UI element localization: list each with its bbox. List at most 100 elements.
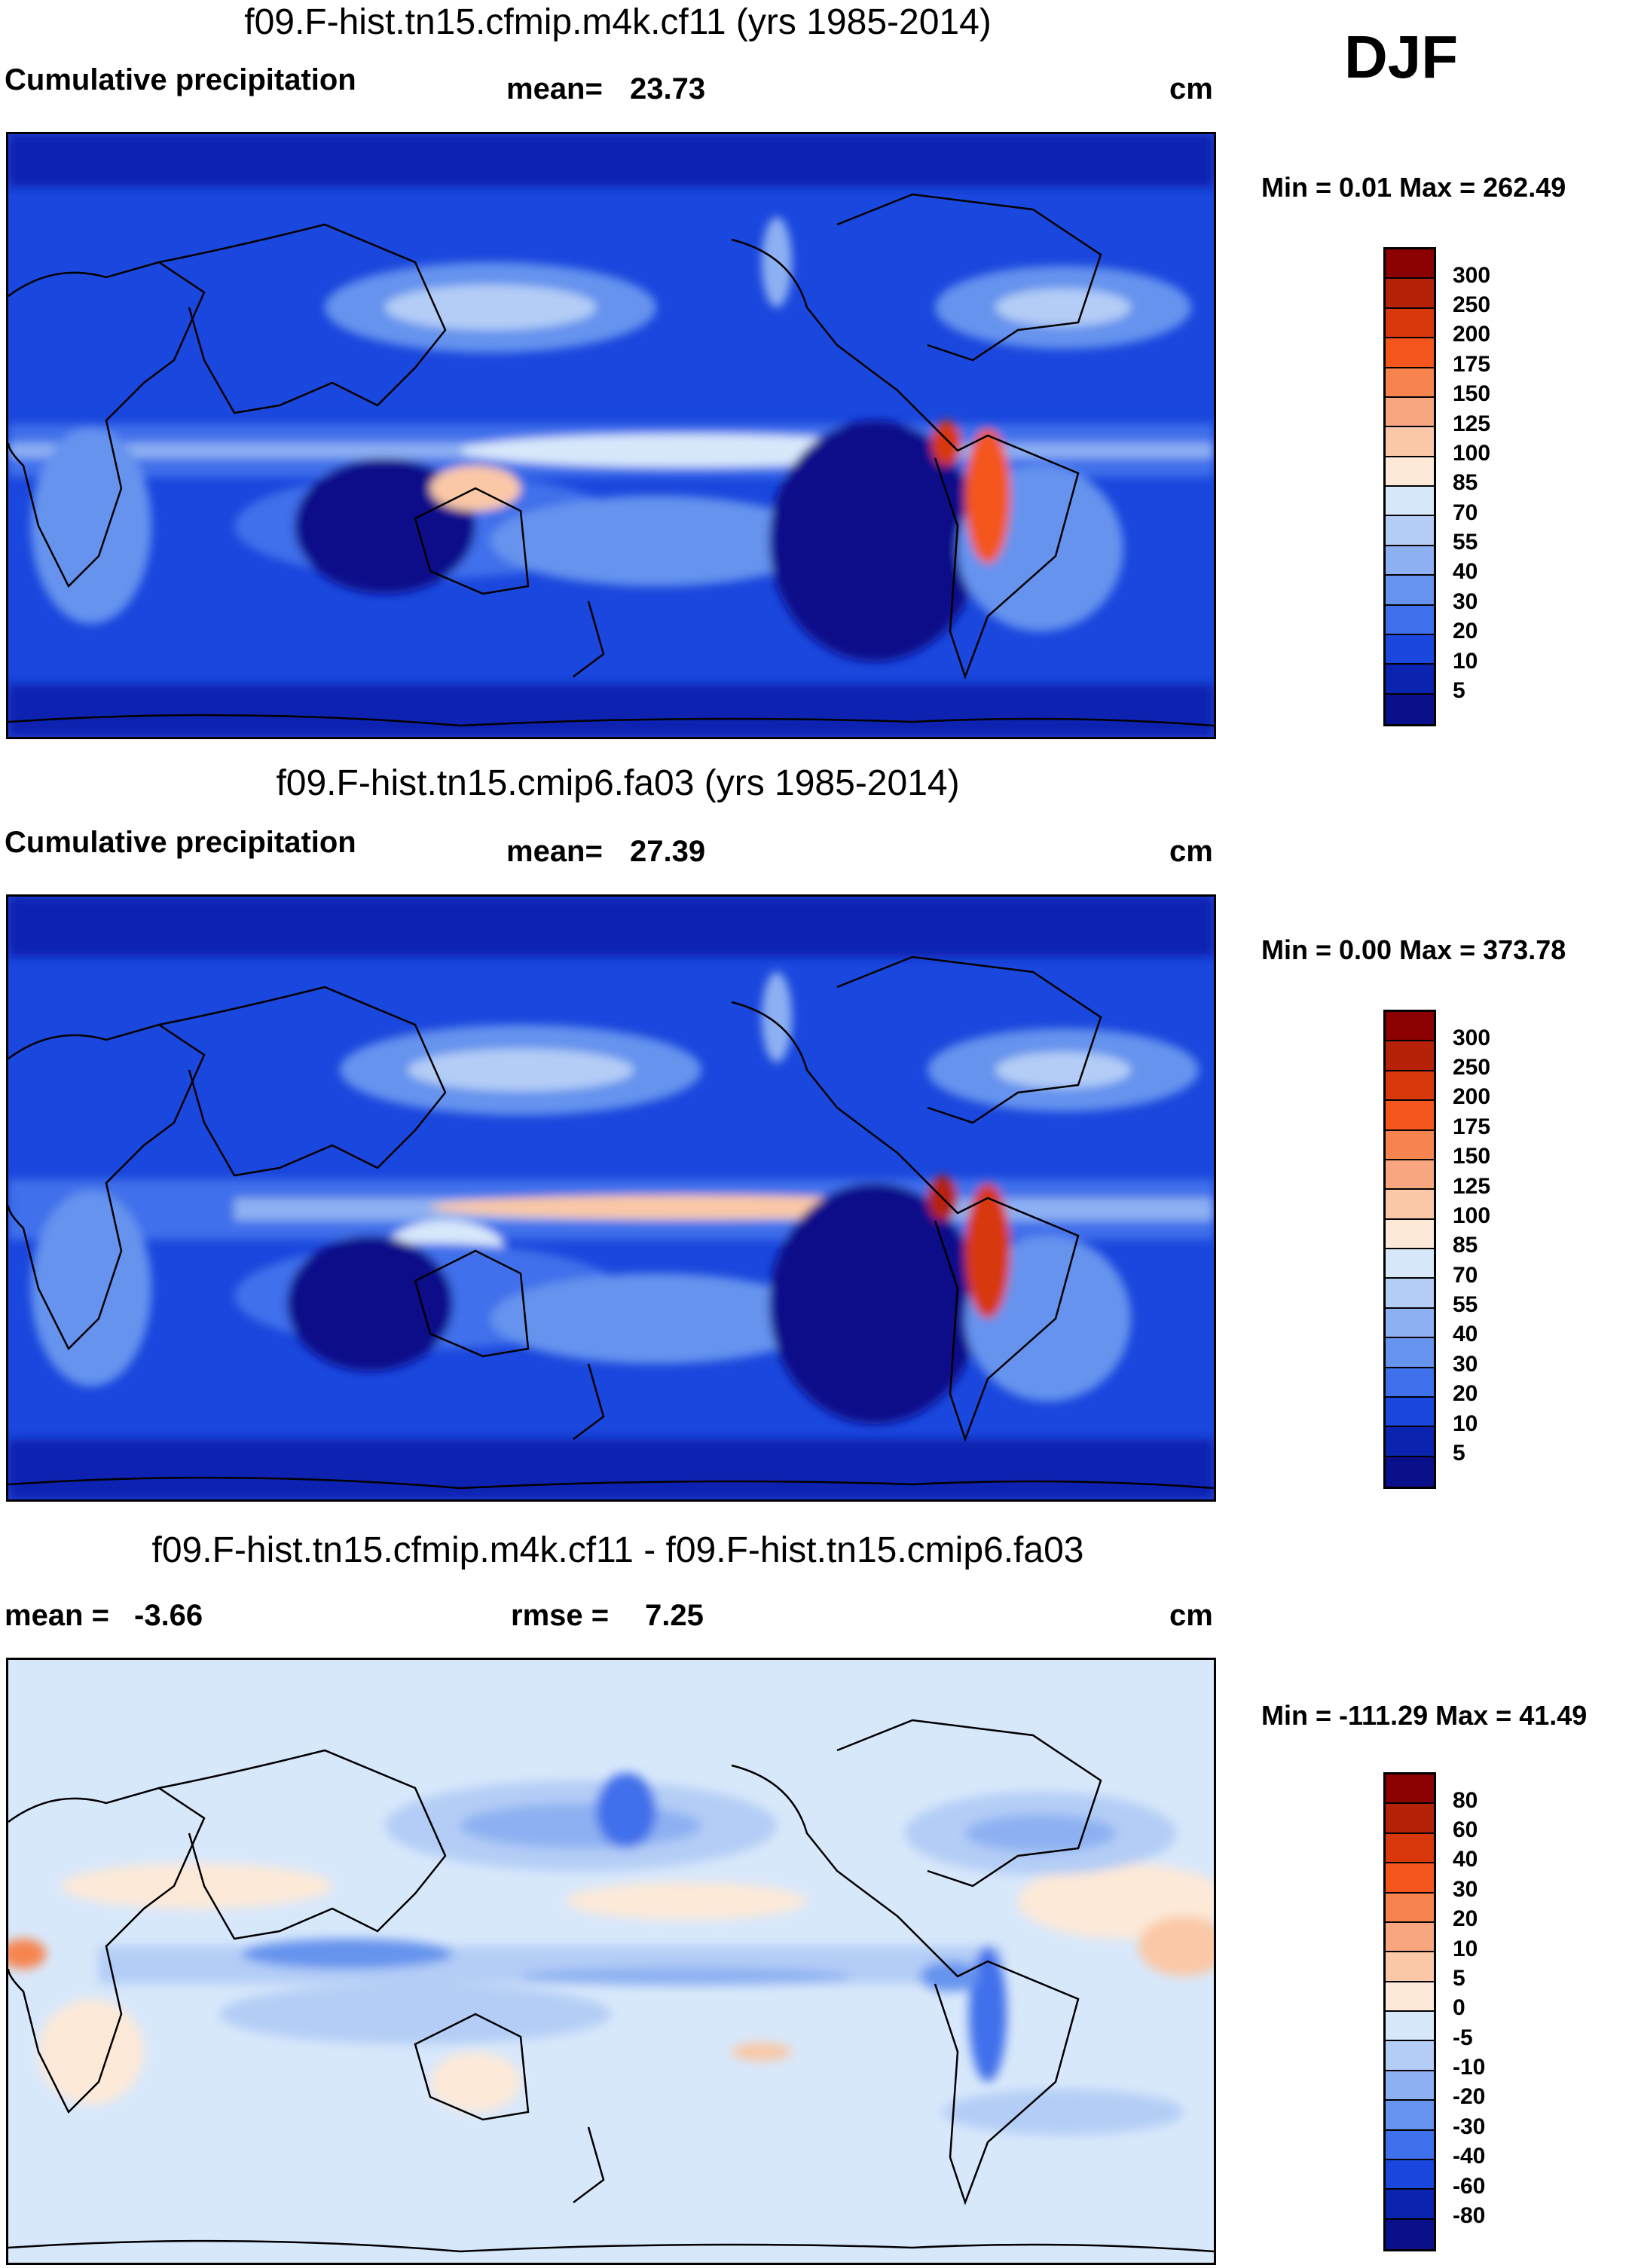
panel3-colorbar-tick-label: -10 xyxy=(1453,2055,1486,2080)
panel3-colorbar-tick-label: -40 xyxy=(1453,2144,1486,2169)
panel2-units: cm xyxy=(1169,835,1213,868)
panel1-colorbar-swatch xyxy=(1386,368,1434,398)
panel2-variable-label: Cumulative precipitation xyxy=(5,826,356,859)
panel1-colorbar-tick-label: 100 xyxy=(1453,440,1491,466)
panel3-mean-label: mean = xyxy=(5,1599,109,1632)
panel2-mean-label: mean= xyxy=(506,835,603,868)
panel3-units: cm xyxy=(1169,1599,1213,1632)
panel2-colorbar-swatch xyxy=(1386,1219,1434,1249)
panel3-coastlines xyxy=(8,1719,1214,2253)
panel3-colorbar-swatch xyxy=(1386,1774,1434,1805)
panel1-colorbar-swatch xyxy=(1386,279,1434,309)
panel1-colorbar-swatch xyxy=(1386,576,1434,606)
panel2-colorbar-tick-label: 30 xyxy=(1453,1351,1478,1377)
panel3-colorbar-swatch xyxy=(1386,2041,1434,2071)
panel3-colorbar-swatch xyxy=(1386,1922,1434,1953)
panel3-colorbar-swatch xyxy=(1386,1982,1434,2012)
panel2-title: f09.F-hist.tn15.cmip6.fa03 (yrs 1985-201… xyxy=(276,763,960,803)
panel1-colorbar xyxy=(1383,247,1436,726)
panel3-colorbar-swatch xyxy=(1386,2130,1434,2160)
panel3-colorbar-swatch xyxy=(1386,2101,1434,2131)
panel1-colorbar-swatch xyxy=(1386,457,1434,487)
panel1-mean-value: 23.73 xyxy=(630,72,706,105)
panel2-colorbar-tick-label: 40 xyxy=(1453,1322,1478,1347)
panel2-min-max: Min = 0.00 Max = 373.78 xyxy=(1261,934,1566,965)
panel3-colorbar xyxy=(1383,1772,1436,2251)
panel1-colorbar-swatch xyxy=(1386,516,1434,546)
panel3-min-max: Min = -111.29 Max = 41.49 xyxy=(1261,1700,1588,1731)
panel2-colorbar-swatch xyxy=(1386,1190,1434,1220)
panel2-map-field xyxy=(8,897,1214,1499)
panel2-colorbar-swatch xyxy=(1386,1249,1434,1279)
panel3-colorbar-swatch xyxy=(1386,1863,1434,1894)
panel2-colorbar-tick-label: 150 xyxy=(1453,1144,1491,1169)
panel2-colorbar-swatch xyxy=(1386,1338,1434,1368)
panel3-colorbar-tick-label: 5 xyxy=(1453,1965,1465,1991)
panel1-colorbar-swatch xyxy=(1386,634,1434,665)
panel2-colorbar-tick-label: 70 xyxy=(1453,1262,1478,1288)
panel3-map xyxy=(6,1658,1216,2265)
panel1-colorbar-tick-label: 300 xyxy=(1453,262,1491,288)
panel3-colorbar-swatch xyxy=(1386,2071,1434,2101)
panel2-colorbar-tick-label: 5 xyxy=(1453,1440,1465,1466)
panel2-colorbar-tick-label: 125 xyxy=(1453,1173,1491,1199)
panel2-colorbar-swatch xyxy=(1386,1368,1434,1398)
panel2-colorbar-swatch xyxy=(1386,1071,1434,1102)
season-label: DJF xyxy=(1344,23,1459,90)
panel1-title: f09.F-hist.tn15.cfmip.m4k.cf11 (yrs 1985… xyxy=(244,2,992,42)
panel3-colorbar-tick-label: 80 xyxy=(1453,1787,1478,1813)
panel1-colorbar-tick-label: 20 xyxy=(1453,619,1478,644)
panel1-colorbar-tick-label: 5 xyxy=(1453,677,1465,703)
panel1-map-field xyxy=(8,134,1214,737)
panel3-colorbar-tick-label: 10 xyxy=(1453,1936,1478,1961)
panel1-colorbar-tick-label: 55 xyxy=(1453,530,1478,555)
panel3-colorbar-swatch xyxy=(1386,2219,1434,2249)
panel3-mean-value: -3.66 xyxy=(134,1599,203,1632)
panel2-colorbar-swatch xyxy=(1386,1012,1434,1042)
panel3-colorbar-swatch xyxy=(1386,1804,1434,1834)
panel2-colorbar-tick-label: 100 xyxy=(1453,1203,1491,1228)
panel1-colorbar-swatch xyxy=(1386,308,1434,339)
panel1-min-max: Min = 0.01 Max = 262.49 xyxy=(1261,172,1566,203)
panel1-units: cm xyxy=(1169,72,1213,105)
panel2-colorbar-tick-label: 200 xyxy=(1453,1084,1491,1110)
panel3-colorbar-tick-label: -5 xyxy=(1453,2025,1473,2050)
panel3-map-field xyxy=(8,1660,1214,2263)
panel1-colorbar-tick-label: 40 xyxy=(1453,559,1478,585)
panel2-colorbar-tick-label: 55 xyxy=(1453,1292,1478,1318)
panel2-colorbar-swatch xyxy=(1386,1308,1434,1339)
panel1-colorbar-tick-label: 70 xyxy=(1453,500,1478,525)
panel2-colorbar-swatch xyxy=(1386,1130,1434,1160)
panel2-colorbar-swatch xyxy=(1386,1279,1434,1309)
panel2-colorbar-swatch xyxy=(1386,1427,1434,1457)
panel1-colorbar-swatch xyxy=(1386,487,1434,517)
panel1-colorbar-swatch xyxy=(1386,665,1434,695)
panel1-mean-label: mean= xyxy=(506,72,603,105)
panel1-variable-label: Cumulative precipitation xyxy=(5,63,356,96)
panel2-colorbar-tick-label: 10 xyxy=(1453,1411,1478,1436)
panel3-colorbar-swatch xyxy=(1386,1833,1434,1864)
panel2-colorbar-swatch xyxy=(1386,1101,1434,1131)
panel1-colorbar-swatch xyxy=(1386,605,1434,635)
panel2-colorbar-tick-label: 175 xyxy=(1453,1114,1491,1139)
panel2-colorbar-swatch xyxy=(1386,1397,1434,1428)
panel2-colorbar-tick-label: 20 xyxy=(1453,1381,1478,1407)
panel3-colorbar-swatch xyxy=(1386,2159,1434,2190)
panel2-colorbar xyxy=(1383,1010,1436,1489)
panel3-colorbar-swatch xyxy=(1386,2012,1434,2042)
panel3-rmse-value: 7.25 xyxy=(645,1599,704,1632)
panel3-colorbar-tick-label: 0 xyxy=(1453,1995,1465,2021)
panel3-colorbar-tick-label: -60 xyxy=(1453,2173,1486,2199)
panel3-colorbar-tick-label: 20 xyxy=(1453,1906,1478,1932)
panel2-colorbar-swatch xyxy=(1386,1160,1434,1191)
panel3-colorbar-tick-label: -80 xyxy=(1453,2202,1486,2228)
panel1-colorbar-tick-label: 250 xyxy=(1453,292,1491,318)
panel1-colorbar-swatch xyxy=(1386,694,1434,724)
panel3-colorbar-swatch xyxy=(1386,1952,1434,1982)
panel1-colorbar-swatch xyxy=(1386,546,1434,576)
panel2-mean-value: 27.39 xyxy=(630,835,706,868)
panel2-coastlines xyxy=(8,955,1214,1490)
panel2-colorbar-tick-label: 300 xyxy=(1453,1025,1491,1050)
panel3-title: f09.F-hist.tn15.cfmip.m4k.cf11 - f09.F-h… xyxy=(151,1530,1084,1570)
panel1-coastlines xyxy=(8,193,1214,727)
